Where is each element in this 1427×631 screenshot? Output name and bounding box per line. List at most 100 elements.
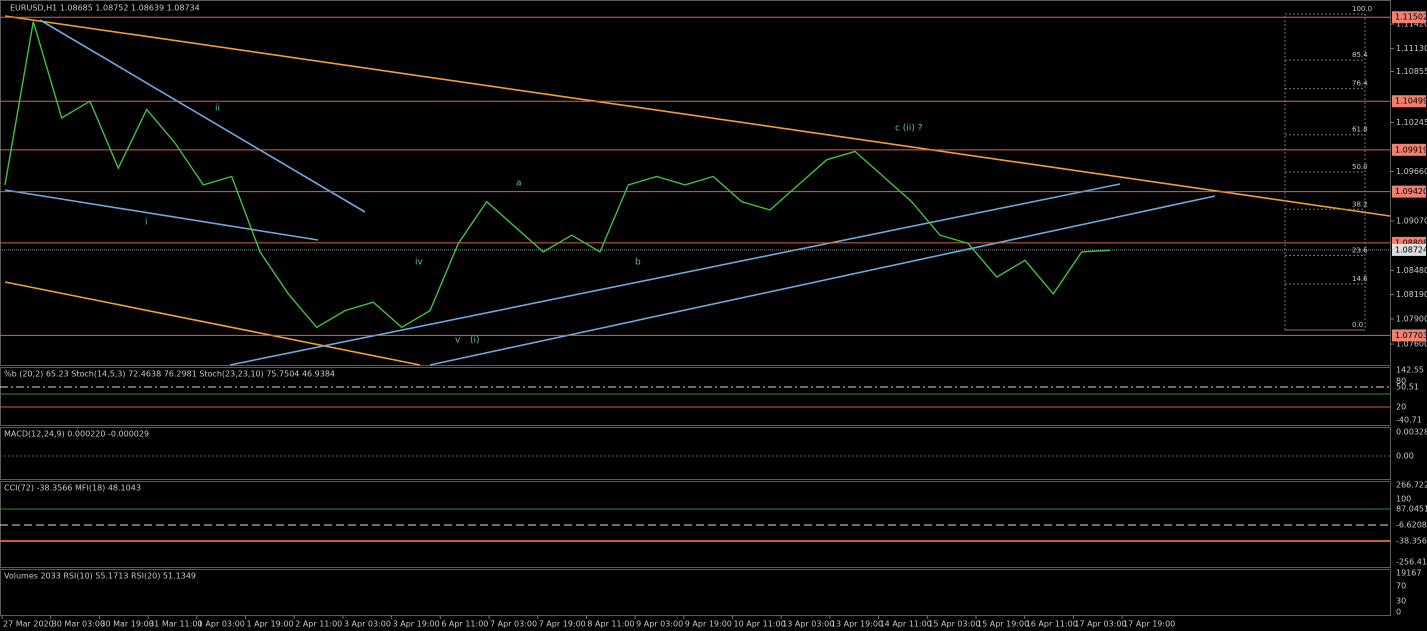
time-label: 2 Apr 11:00: [295, 620, 342, 629]
fib-label: 100.0: [1352, 5, 1372, 13]
time-label: 17 Apr 03:00: [1074, 620, 1126, 629]
time-label: 10 Apr 11:00: [734, 620, 786, 629]
panel-axis-label: 19167: [1396, 569, 1421, 578]
panel-axis-label: 100: [1396, 495, 1411, 504]
panel-axis-label: 266.7224: [1396, 481, 1427, 490]
y-tick-label: 1.10855: [1396, 67, 1427, 76]
time-label: 30 Mar 19:00: [100, 620, 153, 629]
level-label: 1.09420: [1395, 187, 1427, 196]
y-tick-label: 1.09660: [1396, 167, 1427, 176]
panel-axis-label: -40.71: [1396, 416, 1422, 425]
fib-label: 76.4: [1352, 80, 1368, 88]
time-label: 1 Apr 19:00: [247, 620, 294, 629]
panel-axis-label: 70: [1396, 582, 1406, 591]
macd-panel: [0, 427, 1391, 480]
level-tag: [1392, 11, 1426, 24]
volume-panel: [0, 569, 1391, 616]
stoch-panel: [0, 367, 1391, 426]
panel-title: %b (20,2) 65.23 Stoch(14,5,3) 72.4638 76…: [4, 370, 335, 379]
time-label: 6 Apr 11:00: [441, 620, 488, 629]
wave-label: c (ii) ?: [895, 124, 923, 134]
level-label: 1.11502: [1395, 13, 1427, 22]
time-label: 15 Apr 03:00: [928, 620, 980, 629]
level-label: 1.08808: [1395, 238, 1427, 247]
trend-line: [429, 195, 1216, 366]
wave-label: b: [635, 258, 641, 268]
trend-line: [39, 19, 366, 213]
level-label: 1.09919: [1395, 145, 1427, 154]
time-label: 7 Apr 19:00: [539, 620, 586, 629]
time-label: 16 Apr 11:00: [1026, 620, 1078, 629]
fib-label: 0.0: [1352, 321, 1363, 329]
panel-axis-label: 20: [1396, 403, 1406, 412]
level-tag: [1392, 329, 1426, 342]
time-label: 13 Apr 03:00: [782, 620, 834, 629]
time-label: 27 Mar 2020: [3, 620, 54, 629]
price-line: [4, 21, 1111, 329]
y-tick-label: 1.08480: [1396, 266, 1427, 275]
level-tag: [1392, 143, 1426, 156]
fib-label: 50.0: [1352, 163, 1368, 171]
price-tag: [1392, 243, 1426, 256]
time-label: 17 Apr 19:00: [1123, 620, 1175, 629]
wave-label: a: [516, 179, 522, 189]
time-label: 30 Mar 03:00: [52, 620, 105, 629]
panel-axis-label: 30: [1396, 597, 1406, 606]
wave-label: ii: [215, 104, 220, 114]
level-label: 1.07703: [1395, 331, 1427, 340]
time-label: 9 Apr 03:00: [636, 620, 683, 629]
symbol-header: EURUSD,H1 1.08685 1.08752 1.08639 1.0873…: [10, 4, 200, 13]
level-tag: [1392, 185, 1426, 198]
panel-axis-label: 50.51: [1396, 383, 1419, 392]
panel-axis-label: 87.0451: [1396, 505, 1427, 514]
fib-label: 85.4: [1352, 51, 1368, 59]
trend-line: [4, 281, 421, 366]
panel-axis-label: -6.6208: [1396, 521, 1427, 530]
time-label: 7 Apr 03:00: [490, 620, 537, 629]
level-tag: [1392, 95, 1426, 108]
y-tick-label: 1.08190: [1396, 290, 1427, 299]
trend-line: [229, 183, 1121, 366]
current-price-label: 1.08724: [1395, 245, 1427, 254]
fib-label: 23.6: [1352, 246, 1368, 254]
time-label: 1 Apr 03:00: [198, 620, 245, 629]
y-tick-label: 1.07600: [1396, 340, 1427, 349]
panel-title: MACD(12,24,9) 0.000220 -0.000029: [4, 430, 149, 439]
wave-label: v: [455, 336, 461, 346]
wave-label: (i): [470, 336, 480, 346]
fib-label: 38.2: [1352, 200, 1368, 208]
time-label: 3 Apr 03:00: [344, 620, 391, 629]
wave-label: iv: [415, 258, 424, 268]
fib-label: 61.8: [1352, 126, 1368, 134]
panel-title: CCI(72) -38.3566 MFI(18) 48.1043: [4, 484, 141, 493]
wave-label: i: [145, 218, 148, 228]
time-label: 8 Apr 11:00: [587, 620, 634, 629]
time-label: 9 Apr 19:00: [685, 620, 732, 629]
trend-line: [4, 15, 1391, 217]
panel-axis-label: 0.003283: [1396, 428, 1427, 437]
y-tick-label: 1.11420: [1396, 20, 1427, 29]
y-tick-label: 1.11130: [1396, 44, 1427, 53]
panel-axis-label: 0: [1396, 608, 1401, 617]
y-tick-label: 1.07900: [1396, 314, 1427, 323]
time-label: 3 Apr 19:00: [393, 620, 440, 629]
y-tick-label: 1.10245: [1396, 118, 1427, 127]
panel-axis-label: 80: [1396, 377, 1406, 386]
trend-line: [4, 189, 319, 241]
time-label: 14 Apr 11:00: [880, 620, 932, 629]
panel-axis-label: -38.3567: [1396, 537, 1427, 546]
time-label: 31 Mar 11:00: [149, 620, 202, 629]
time-label: 13 Apr 19:00: [831, 620, 883, 629]
level-label: 1.10499: [1395, 97, 1427, 106]
panel-axis-label: 0.00: [1396, 452, 1414, 461]
trend-lines: [4, 15, 1391, 366]
price-panel: [0, 0, 1391, 366]
time-label: 15 Apr 19:00: [977, 620, 1029, 629]
y-tick-label: 1.09070: [1396, 216, 1427, 225]
panel-axis-label: 142.55: [1396, 366, 1424, 375]
panel-title: Volumes 2033 RSI(10) 55.1713 RSI(20) 51.…: [4, 572, 196, 581]
fib-label: 14.6: [1352, 275, 1368, 283]
panel-axis-label: -256.4145: [1396, 558, 1427, 567]
